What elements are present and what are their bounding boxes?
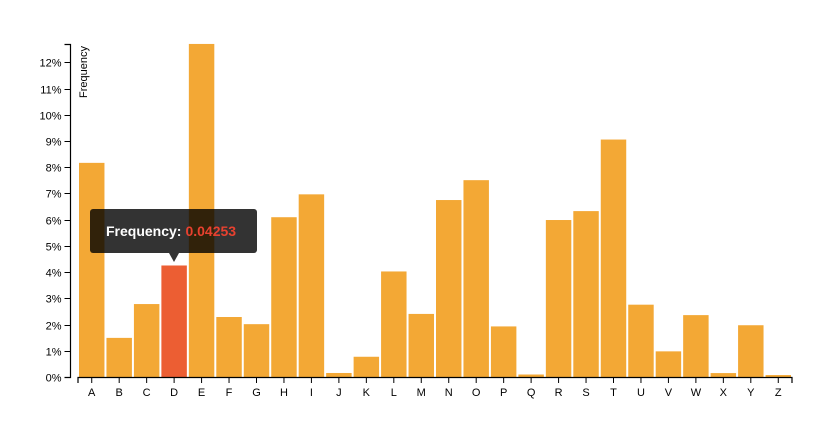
bar-i[interactable] (298, 194, 325, 377)
bar-p[interactable] (490, 326, 517, 377)
x-tick-label-w: W (691, 387, 702, 399)
y-tick-label: 7% (46, 189, 62, 201)
bar-s[interactable] (573, 211, 599, 377)
x-tick-label-v: V (665, 387, 673, 399)
bar-w[interactable] (683, 315, 709, 377)
y-axis-title: Frequency (78, 46, 90, 98)
x-axis: A B C D E F G H I J K L M N O P Q R S T U V W X Y Z (77, 376, 793, 399)
bar-o[interactable] (463, 180, 489, 377)
bar-u[interactable] (628, 304, 654, 377)
y-tick-label: 12% (39, 58, 61, 70)
x-tick-label-s: S (582, 387, 589, 399)
x-tick-label-t: T (610, 387, 617, 399)
y-tick-label: 8% (46, 163, 62, 175)
x-tick-label-e: E (198, 387, 205, 399)
x-tick-label-b: B (116, 387, 123, 399)
bar-c[interactable] (133, 304, 160, 377)
bar-z[interactable] (765, 375, 791, 377)
x-tick-label-r: R (555, 387, 563, 399)
y-tick-label: 3% (46, 294, 62, 306)
y-tick-label: 1% (46, 347, 62, 359)
y-tick-label: 4% (46, 268, 62, 280)
bar-a[interactable] (79, 162, 105, 377)
bar-x[interactable] (710, 373, 737, 377)
y-tick-label: 5% (46, 242, 62, 254)
y-axis: 0% 1% 2% 3% 4% 5% 6% 7% 8% 9% 10% 11% 12% (39, 43, 72, 385)
bar-k[interactable] (353, 356, 380, 377)
y-tick-label: 2% (46, 321, 62, 333)
x-tick-label-g: G (252, 387, 261, 399)
bar-d[interactable] (161, 265, 187, 377)
x-tick-label-z: Z (775, 387, 782, 399)
x-tick-label-x: X (720, 387, 728, 399)
bar-j[interactable] (326, 372, 352, 377)
bar-n[interactable] (436, 200, 462, 377)
x-tick-label-f: F (226, 387, 233, 399)
x-tick-label-i: I (310, 387, 313, 399)
bar-y[interactable] (738, 325, 764, 377)
x-tick-label-k: K (363, 387, 371, 399)
bar-v[interactable] (655, 351, 682, 377)
tooltip: Frequency: 0.04253 (90, 209, 257, 253)
x-tick-label-q: Q (527, 387, 536, 399)
y-tick-label: 9% (46, 137, 62, 149)
bar-l[interactable] (381, 271, 407, 377)
bar-q[interactable] (518, 374, 544, 377)
x-tick-label-y: Y (747, 387, 755, 399)
x-tick-label-l: L (391, 387, 397, 399)
tooltip-value: 0.04253 (185, 223, 237, 239)
y-tick-label: 11% (40, 85, 61, 97)
x-tick-label-u: U (637, 387, 645, 399)
bar-m[interactable] (408, 313, 434, 377)
bar-f[interactable] (216, 317, 242, 377)
x-tick-label-m: M (417, 387, 426, 399)
x-tick-label-p: P (500, 387, 507, 399)
bar-h[interactable] (271, 217, 297, 377)
bar-t[interactable] (600, 139, 627, 377)
x-tick-label-a: A (88, 387, 96, 399)
x-tick-label-n: N (445, 387, 453, 399)
bar-g[interactable] (243, 324, 270, 377)
bar-b[interactable] (106, 337, 132, 377)
x-tick-label-c: C (143, 387, 151, 399)
x-tick-label-d: D (170, 387, 178, 399)
y-tick-label: 10% (39, 111, 61, 123)
tooltip-arrow-icon (169, 253, 179, 262)
x-tick-label-h: H (280, 387, 288, 399)
x-axis-line (77, 376, 793, 383)
y-axis-line (64, 43, 72, 379)
x-tick-label-j: J (336, 387, 342, 399)
y-tick-label: 0% (46, 373, 62, 385)
bar-r[interactable] (545, 220, 572, 377)
x-tick-label-o: O (472, 387, 481, 399)
tooltip-label: Frequency: (106, 223, 182, 239)
y-tick-label: 6% (46, 216, 62, 228)
